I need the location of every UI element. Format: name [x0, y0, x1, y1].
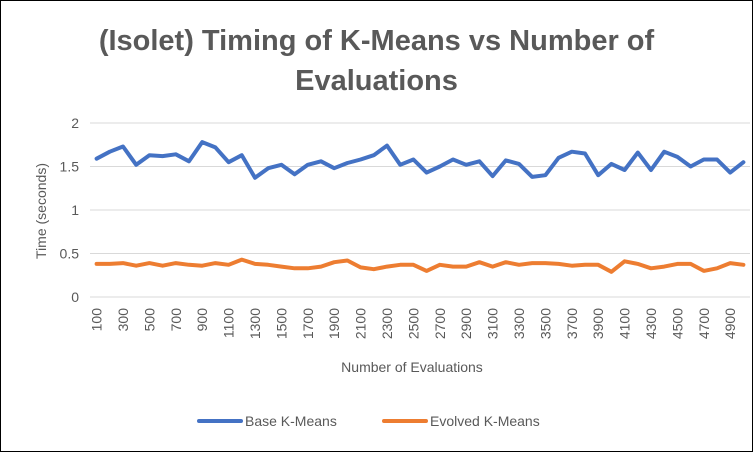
series-lines — [94, 140, 746, 274]
y-axis-title: Time (seconds) — [33, 163, 49, 259]
y-tick-label: 1 — [71, 202, 79, 218]
x-tick-label: 1700 — [300, 308, 316, 339]
x-tick-label: 4900 — [722, 308, 738, 339]
x-tick-label: 2900 — [458, 308, 474, 339]
x-tick-label: 3300 — [511, 308, 527, 339]
legend-label-2: Evolved K-Means — [430, 413, 540, 429]
x-tick-label: 3100 — [485, 308, 501, 339]
x-tick-label: 2100 — [353, 308, 369, 339]
chart-title-line-2: Evaluations — [295, 65, 458, 97]
gridlines — [90, 122, 750, 254]
x-tick-label: 1300 — [247, 308, 263, 339]
chart-title: (Isolet) Timing of K-Means vs Number of … — [1, 21, 752, 101]
series-line-2 — [94, 257, 746, 274]
legend-label-1: Base K-Means — [245, 413, 337, 429]
x-axis-title: Number of Evaluations — [341, 359, 483, 375]
y-tick-label: 1.5 — [60, 159, 80, 175]
y-axis-ticks: 0 0.5 1 1.5 2 — [60, 115, 80, 305]
x-tick-label: 900 — [194, 308, 210, 332]
x-axis-ticks: 100 300 500 700 900 1100 1300 1500 1700 1900 2100 2… — [89, 308, 739, 339]
y-tick-label: 2 — [71, 115, 79, 131]
x-tick-label: 300 — [115, 308, 131, 332]
chart-title-line-1: (Isolet) Timing of K-Means vs Number of — [98, 25, 655, 57]
x-tick-label: 100 — [89, 308, 105, 332]
x-tick-label: 3500 — [537, 308, 553, 339]
x-tick-label: 4700 — [696, 308, 712, 339]
x-tick-label: 500 — [141, 308, 157, 332]
x-tick-label: 1100 — [221, 308, 237, 338]
y-tick-label: 0 — [71, 289, 79, 305]
x-tick-label: 2700 — [432, 308, 448, 339]
y-tick-label: 0.5 — [60, 246, 80, 262]
x-tick-label: 2300 — [379, 308, 395, 339]
x-tick-label: 4100 — [617, 308, 633, 339]
x-tick-label: 1500 — [273, 308, 289, 339]
x-tick-label: 2500 — [405, 308, 421, 339]
x-tick-label: 700 — [168, 308, 184, 332]
x-tick-label: 3900 — [590, 308, 606, 339]
x-tick-label: 1900 — [326, 308, 342, 339]
x-tick-label: 4500 — [669, 308, 685, 339]
legend: Base K-Means Evolved K-Means — [197, 413, 540, 429]
series-line-1 — [94, 140, 746, 180]
x-tick-label: 3700 — [564, 308, 580, 339]
x-tick-label: 4300 — [643, 308, 659, 339]
